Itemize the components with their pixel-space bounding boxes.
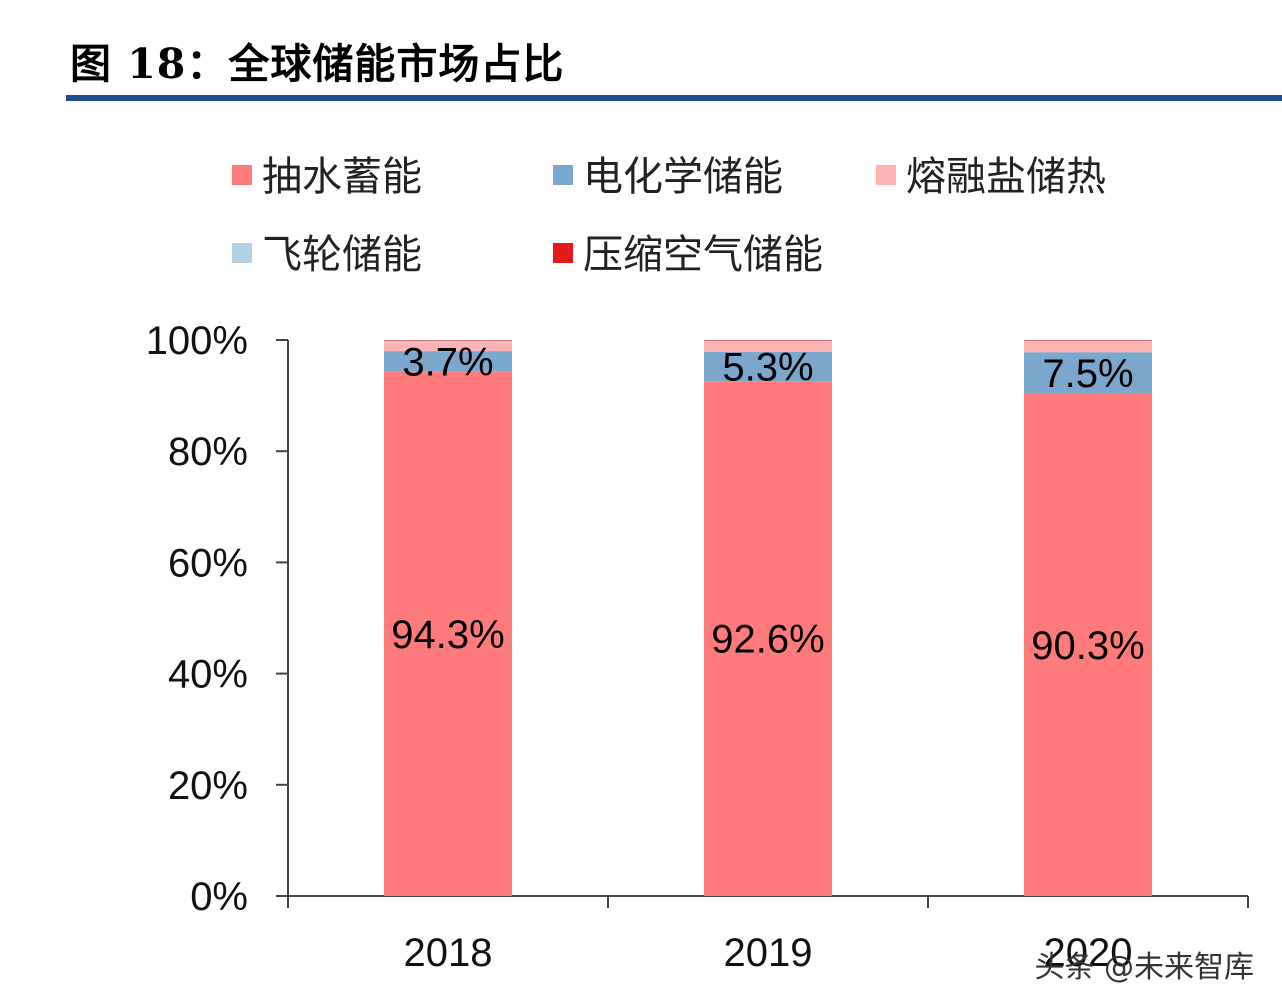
legend-swatch-3	[232, 243, 252, 263]
bar-2019-4	[704, 340, 832, 341]
x-tick-label-2: 2020	[1044, 931, 1133, 975]
bar-2018-2	[384, 342, 512, 352]
legend-label-1: 电化学储能	[583, 154, 783, 200]
y-tick-label-1: 20%	[168, 764, 248, 808]
legend-swatch-0	[232, 165, 252, 185]
bar-2018-0	[384, 371, 512, 896]
legend-label-2: 熔融盐储热	[906, 154, 1106, 200]
bar-2020-0	[1024, 393, 1152, 896]
title-rule	[66, 95, 1282, 101]
bar-2019-1	[704, 351, 832, 382]
legend-label-4: 压缩空气储能	[583, 232, 823, 278]
bar-2020-3	[1024, 340, 1152, 342]
legend-label-0: 抽水蓄能	[262, 154, 422, 200]
data-label-2018-0: 94.3%	[391, 613, 504, 657]
bar-2018-1	[384, 351, 512, 372]
y-tick-label-3: 60%	[168, 541, 248, 585]
legend-swatch-4	[553, 243, 573, 263]
legend-label-3: 飞轮储能	[262, 232, 422, 278]
y-tick-label-5: 100%	[146, 319, 248, 363]
data-label-2018-1: 3.7%	[402, 340, 493, 384]
data-label-2019-0: 92.6%	[711, 618, 824, 662]
bar-2018-4	[384, 340, 512, 341]
watermark: 头条 @未来智库	[1034, 950, 1254, 985]
data-label-2019-1: 5.3%	[722, 345, 813, 389]
bar-2019-2	[704, 341, 832, 352]
data-label-2020-1: 7.5%	[1042, 352, 1133, 396]
legend-swatch-1	[553, 165, 573, 185]
bars	[384, 340, 1152, 896]
data-label-2020-0: 90.3%	[1031, 624, 1144, 668]
figure-title: 图 18：全球储能市场占比	[70, 40, 565, 88]
bar-2020-1	[1024, 352, 1152, 394]
bar-2019-0	[704, 381, 832, 896]
bar-2019-3	[704, 340, 832, 342]
y-tick-label-0: 0%	[190, 875, 248, 919]
data-labels: 94.3% 3.7% 92.6% 5.3% 90.3% 7.5%	[391, 340, 1144, 668]
legend-swatch-2	[876, 165, 896, 185]
bar-2018-3	[384, 340, 512, 343]
bar-2020-4	[1024, 340, 1152, 341]
x-tick-label-1: 2019	[724, 931, 813, 975]
x-tick-label-0: 2018	[404, 931, 493, 975]
bar-2020-2	[1024, 341, 1152, 353]
y-tick-label-4: 80%	[168, 430, 248, 474]
y-tick-label-2: 40%	[168, 653, 248, 697]
